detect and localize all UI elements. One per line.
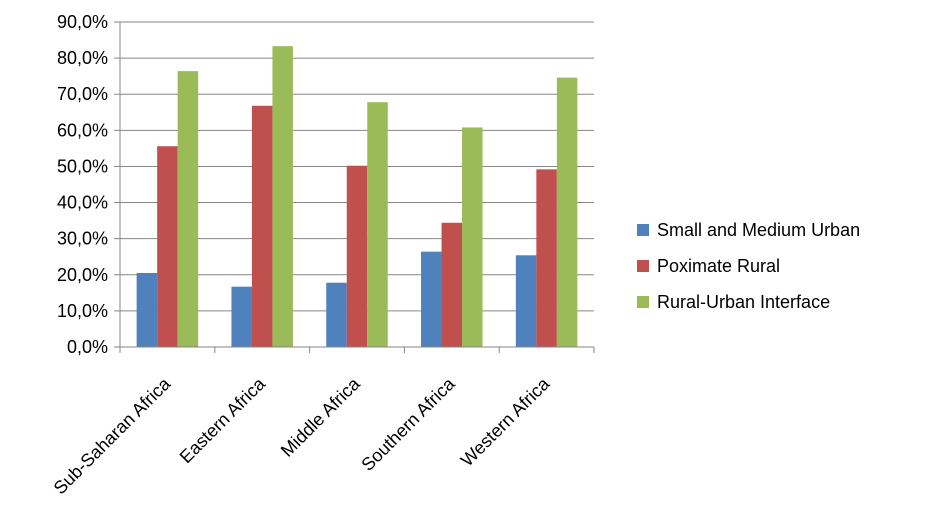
bar-poximate-rural	[157, 146, 178, 347]
bars	[136, 46, 578, 348]
legend-swatch	[637, 296, 649, 308]
y-tick-labels: 0,0% 10,0% 20,0% 30,0% 40,0% 50,0% 60,0% 70,0% 8…	[57, 12, 108, 357]
y-tick-label: 30,0%	[57, 229, 108, 249]
x-tick-label: Middle Africa	[277, 373, 365, 461]
y-tick-label: 40,0%	[57, 193, 108, 213]
bar-poximate-rural	[536, 169, 557, 347]
y-tick-label: 90,0%	[57, 12, 108, 32]
legend-label: Poximate Rural	[657, 256, 780, 276]
x-tick-label: Eastern Africa	[176, 373, 270, 467]
y-tick-label: 0,0%	[67, 337, 108, 357]
bar-poximate-rural	[251, 105, 273, 348]
y-tick-label: 10,0%	[57, 301, 108, 321]
bar-rural-urban-interface	[272, 46, 293, 347]
x-tick-label: Southern Africa	[357, 373, 459, 475]
bar-small-and-medium-urban	[326, 282, 347, 347]
bar-small-and-medium-urban	[421, 251, 442, 347]
bar-small-and-medium-urban	[515, 255, 537, 347]
legend-label: Rural-Urban Interface	[657, 292, 830, 312]
legend-swatch	[637, 260, 649, 272]
bar-small-and-medium-urban	[231, 286, 252, 347]
axes	[114, 21, 595, 353]
bar-poximate-rural	[441, 222, 463, 347]
y-tick-label: 20,0%	[57, 265, 108, 285]
y-tick-label: 70,0%	[57, 84, 108, 104]
x-tick-label: Sub-Saharan Africa	[50, 373, 175, 498]
legend: Small and Medium Urban Poximate Rural Rura…	[637, 220, 860, 312]
y-tick-label: 50,0%	[57, 156, 108, 176]
y-tick-label: 60,0%	[57, 120, 108, 140]
y-tick-label: 80,0%	[57, 48, 108, 68]
bar-rural-urban-interface	[367, 102, 388, 348]
x-tick-label: Western Africa	[457, 373, 554, 470]
bar-rural-urban-interface	[462, 127, 483, 347]
x-tick-labels: Sub-Saharan Africa Eastern Africa Middle A…	[50, 373, 554, 498]
bar-small-and-medium-urban	[136, 272, 158, 347]
bar-rural-urban-interface	[177, 71, 199, 347]
legend-swatch	[637, 224, 649, 236]
bar-poximate-rural	[346, 165, 368, 347]
legend-label: Small and Medium Urban	[657, 220, 860, 240]
bar-rural-urban-interface	[556, 77, 578, 347]
